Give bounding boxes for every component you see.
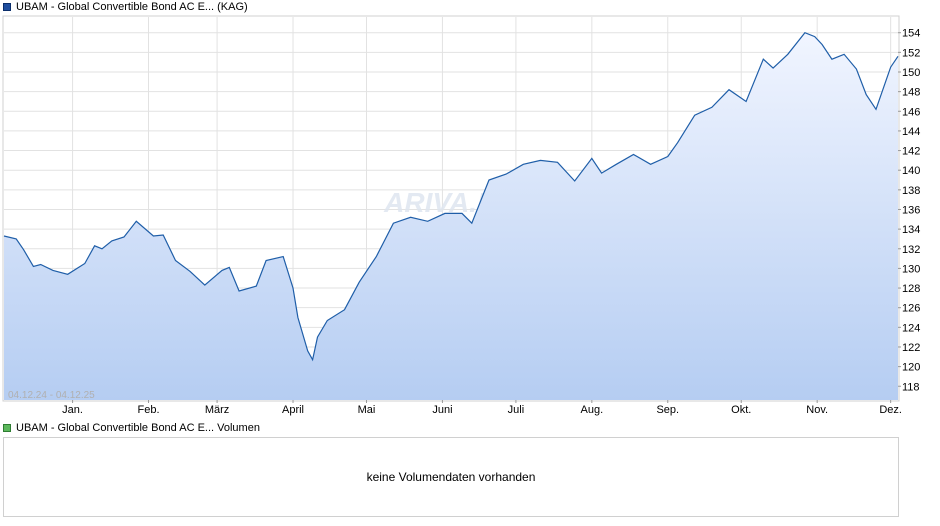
- y-tick-label: 154: [902, 28, 920, 40]
- date-range-label: 04.12.24 - 04.12.25: [8, 390, 95, 401]
- price-legend-swatch: [3, 3, 11, 11]
- x-axis-ticks: Jan. Feb. März April Mai Juni Juli Aug. Sep. Okt.…: [62, 400, 902, 416]
- volume-legend-swatch: [3, 424, 11, 432]
- x-tick-label: Nov.: [806, 404, 828, 416]
- x-tick-label: Mai: [358, 404, 376, 416]
- y-tick-label: 122: [902, 342, 920, 354]
- y-tick-label: 138: [902, 185, 920, 197]
- price-legend: UBAM - Global Convertible Bond AC E... (…: [3, 0, 248, 14]
- price-line: [3, 31, 899, 362]
- x-tick-label: Juni: [432, 404, 452, 416]
- y-axis-ticks: 118 120 122 124 126 128 130 132 134 136 138 140 142 1…: [898, 28, 920, 393]
- x-tick-label: Sep.: [656, 404, 679, 416]
- price-legend-label: UBAM - Global Convertible Bond AC E... (…: [16, 1, 248, 13]
- x-tick-label: April: [282, 404, 304, 416]
- y-tick-label: 148: [902, 87, 920, 99]
- price-chart: ARIVA.DE 1181201221241261281301321341361…: [2, 15, 920, 416]
- x-tick-label: Jan.: [62, 404, 83, 416]
- price-area: [4, 32, 898, 400]
- x-tick-label: Feb.: [138, 404, 160, 416]
- volume-legend: UBAM - Global Convertible Bond AC E... V…: [3, 421, 260, 435]
- y-tick-label: 150: [902, 67, 920, 79]
- x-tick-label: Dez.: [879, 404, 902, 416]
- y-tick-label: 126: [902, 303, 920, 315]
- volume-legend-label: UBAM - Global Convertible Bond AC E... V…: [16, 422, 260, 434]
- y-tick-label: 144: [902, 126, 920, 138]
- y-tick-label: 132: [902, 244, 920, 256]
- volume-panel: keine Volumendaten vorhanden: [3, 437, 899, 517]
- x-tick-label: Aug.: [581, 404, 604, 416]
- x-tick-label: Okt.: [731, 404, 751, 416]
- y-tick-label: 118: [902, 381, 920, 393]
- y-tick-label: 140: [902, 165, 920, 177]
- y-tick-label: 128: [902, 283, 920, 295]
- volume-empty-message: keine Volumendaten vorhanden: [366, 470, 536, 484]
- y-tick-label: 130: [902, 263, 920, 275]
- y-tick-label: 152: [902, 47, 920, 59]
- y-tick-label: 136: [902, 204, 920, 216]
- x-tick-label: März: [205, 404, 229, 416]
- y-tick-label: 146: [902, 106, 920, 118]
- y-tick-label: 120: [902, 362, 920, 374]
- y-tick-label: 142: [902, 146, 920, 158]
- y-tick-label: 124: [902, 322, 920, 334]
- y-tick-label: 134: [902, 224, 920, 236]
- x-tick-label: Juli: [508, 404, 525, 416]
